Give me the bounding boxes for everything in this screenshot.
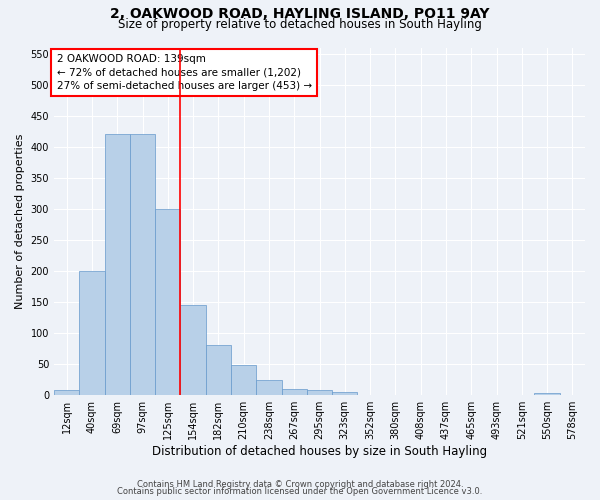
Bar — [104, 134, 130, 394]
Text: Size of property relative to detached houses in South Hayling: Size of property relative to detached ho… — [118, 18, 482, 31]
Bar — [281, 388, 307, 394]
Bar — [155, 208, 181, 394]
Bar — [181, 305, 206, 394]
Text: 2, OAKWOOD ROAD, HAYLING ISLAND, PO11 9AY: 2, OAKWOOD ROAD, HAYLING ISLAND, PO11 9A… — [110, 8, 490, 22]
Bar — [54, 390, 79, 394]
Text: Contains HM Land Registry data © Crown copyright and database right 2024.: Contains HM Land Registry data © Crown c… — [137, 480, 463, 489]
Bar — [307, 390, 332, 394]
Bar — [206, 345, 231, 395]
Text: Contains public sector information licensed under the Open Government Licence v3: Contains public sector information licen… — [118, 488, 482, 496]
X-axis label: Distribution of detached houses by size in South Hayling: Distribution of detached houses by size … — [152, 444, 487, 458]
Y-axis label: Number of detached properties: Number of detached properties — [15, 134, 25, 309]
Bar — [130, 134, 155, 394]
Bar — [332, 392, 358, 394]
Bar — [256, 380, 281, 394]
Bar — [231, 365, 256, 394]
Text: 2 OAKWOOD ROAD: 139sqm
← 72% of detached houses are smaller (1,202)
27% of semi-: 2 OAKWOOD ROAD: 139sqm ← 72% of detached… — [56, 54, 312, 91]
Bar — [79, 270, 104, 394]
